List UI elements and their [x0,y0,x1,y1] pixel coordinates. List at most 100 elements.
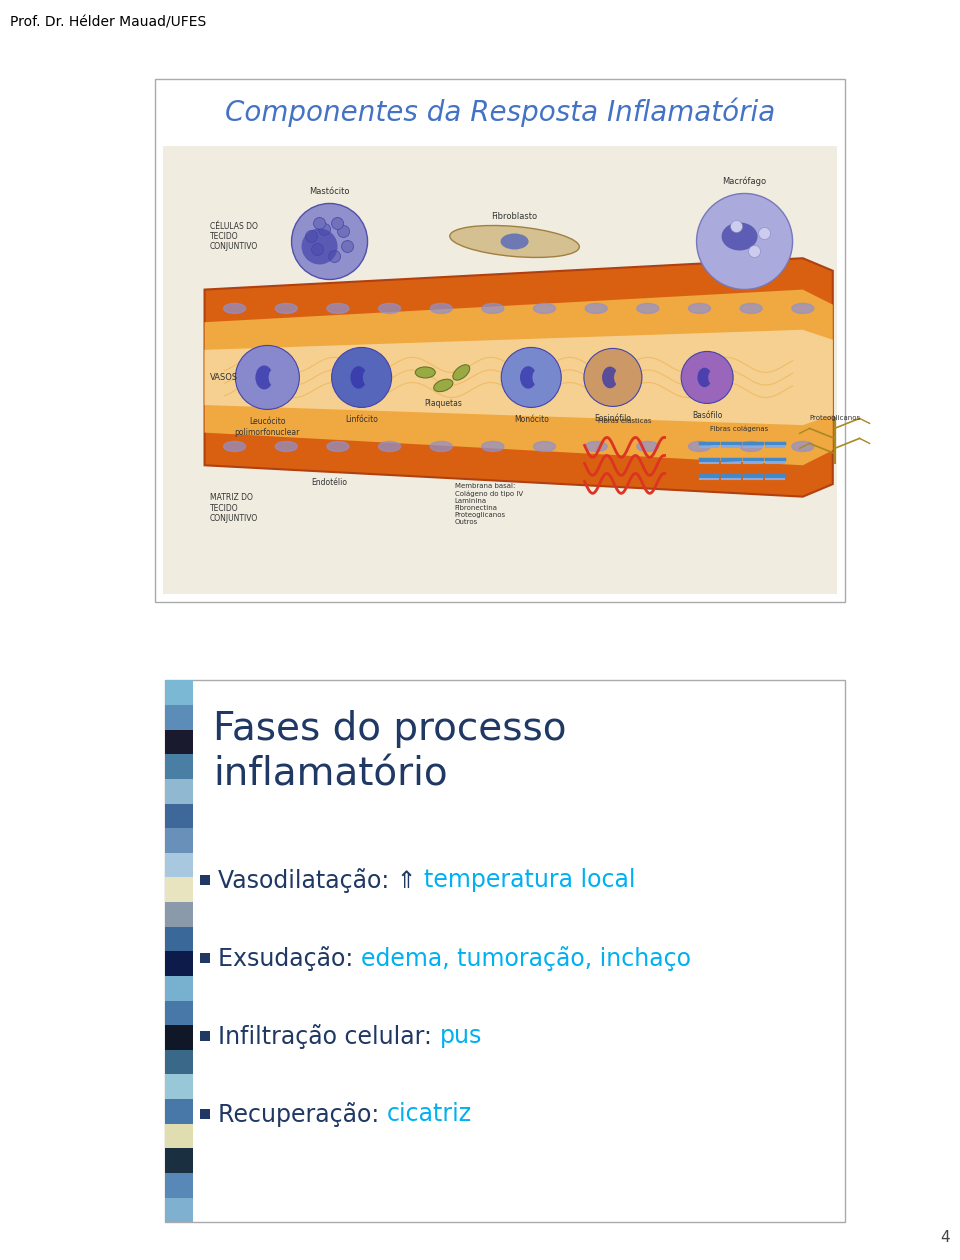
Circle shape [749,246,760,257]
Text: Vasodilatação: ⇑: Vasodilatação: ⇑ [218,868,424,893]
Ellipse shape [636,441,659,451]
Text: Componentes da Resposta Inflamatória: Componentes da Resposta Inflamatória [225,97,775,127]
Ellipse shape [636,304,659,314]
Ellipse shape [602,367,618,388]
Ellipse shape [276,441,298,451]
Text: MATRIZ DO
TECIDO
CONJUNTIVO: MATRIZ DO TECIDO CONJUNTIVO [209,494,258,523]
Text: Fases do processo
inflamatório: Fases do processo inflamatório [213,711,566,794]
Bar [165,902,193,926]
Ellipse shape [533,370,540,386]
Bar [165,730,193,755]
Ellipse shape [534,304,556,314]
Ellipse shape [326,304,348,314]
Ellipse shape [430,441,452,451]
Ellipse shape [534,441,556,451]
Text: VASOS: VASOS [209,373,238,382]
Text: Basófilo: Basófilo [692,412,722,421]
Bar [155,79,845,602]
Ellipse shape [450,226,579,257]
Text: Proteoglicanos: Proteoglicanos [809,416,860,421]
Ellipse shape [276,304,298,314]
Bar [165,926,193,951]
Circle shape [305,231,318,242]
Polygon shape [204,290,832,465]
Circle shape [731,220,743,233]
Circle shape [342,241,353,252]
Bar [165,1099,193,1124]
Circle shape [235,345,300,410]
Ellipse shape [586,441,607,451]
Bar [200,876,210,886]
Bar [165,706,193,730]
Text: Monócito: Monócito [514,416,549,425]
Circle shape [697,194,793,290]
Ellipse shape [350,367,367,388]
Ellipse shape [326,441,348,451]
Ellipse shape [430,304,452,314]
Ellipse shape [586,304,607,314]
Text: Fibras elásticas: Fibras elásticas [598,418,651,425]
Circle shape [331,218,344,229]
Bar [165,1197,193,1222]
Circle shape [312,243,324,256]
Text: Leucócito
polimorfonuclear: Leucócito polimorfonuclear [234,417,300,437]
Ellipse shape [697,368,711,387]
Text: 4: 4 [941,1230,950,1245]
Ellipse shape [688,441,710,451]
Bar [165,976,193,1000]
Text: Mastócito: Mastócito [309,188,349,197]
Bar [165,1075,193,1099]
Bar [165,853,193,877]
Ellipse shape [269,369,277,386]
Text: Fibras colágenas: Fibras colágenas [710,426,769,432]
Ellipse shape [740,304,762,314]
Ellipse shape [792,441,814,451]
Ellipse shape [614,370,622,384]
Circle shape [301,228,338,265]
Bar [162,146,837,595]
Polygon shape [204,258,832,496]
Text: pus: pus [440,1024,482,1048]
Ellipse shape [378,441,400,451]
Ellipse shape [482,304,504,314]
Bar [165,1026,193,1050]
Text: cicatriz: cicatriz [387,1102,472,1126]
Ellipse shape [255,365,273,389]
Bar [165,1124,193,1148]
Circle shape [331,348,392,407]
Text: Prof. Dr. Hélder Mauad/UFES: Prof. Dr. Hélder Mauad/UFES [10,15,206,29]
Bar [165,804,193,828]
Bar [165,1148,193,1173]
Circle shape [501,348,562,407]
Text: Linfócito: Linfócito [346,416,378,425]
Ellipse shape [224,441,246,451]
Text: Recuperação:: Recuperação: [218,1102,387,1126]
Text: Membrana basal:
Colágeno do tipo IV
Laminina
Fibronectina
Proteoglicanos
Outros: Membrana basal: Colágeno do tipo IV Lami… [455,484,522,525]
Circle shape [328,251,341,262]
Text: Plaquetas: Plaquetas [424,399,462,408]
Bar [165,877,193,902]
Bar [165,1050,193,1075]
Bar [165,1173,193,1197]
Ellipse shape [378,304,400,314]
Text: Exsudação:: Exsudação: [218,946,361,971]
Bar [165,828,193,853]
Bar [200,1032,210,1042]
Circle shape [292,203,368,280]
Ellipse shape [792,304,814,314]
Ellipse shape [722,223,757,251]
Ellipse shape [482,441,504,451]
Text: Fibroblasto: Fibroblasto [492,213,538,222]
Ellipse shape [708,370,715,384]
Bar [165,779,193,804]
Polygon shape [204,330,832,425]
Ellipse shape [434,379,453,392]
Text: temperatura local: temperatura local [424,868,636,892]
Ellipse shape [416,367,435,378]
Bar [165,755,193,779]
Text: Infiltração celular:: Infiltração celular: [218,1024,440,1048]
Text: edema, tumoração, inchaço: edema, tumoração, inchaço [361,946,691,971]
Text: Macrófago: Macrófago [723,176,767,186]
Circle shape [314,218,325,229]
Circle shape [758,228,771,239]
